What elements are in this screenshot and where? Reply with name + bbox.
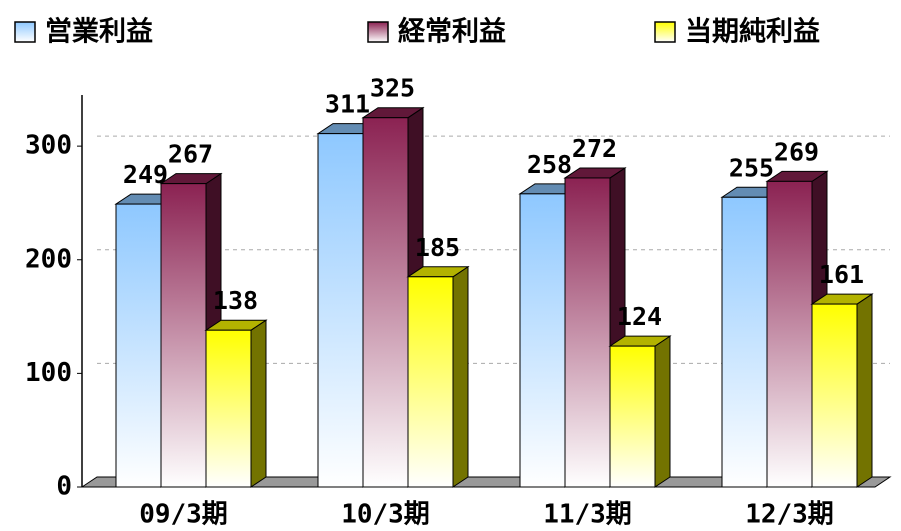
value-label: 255 — [729, 153, 774, 182]
value-label: 311 — [325, 90, 370, 119]
x-tick-label: 12/3期 — [745, 500, 834, 530]
bar — [160, 183, 207, 488]
bar — [317, 133, 364, 488]
value-label: 161 — [819, 260, 864, 289]
bar — [564, 177, 611, 488]
bar-side — [654, 335, 671, 488]
bar — [362, 117, 409, 488]
x-tick-label: 11/3期 — [543, 500, 632, 530]
value-label: 185 — [415, 233, 460, 262]
value-label: 258 — [527, 150, 572, 179]
bar-side — [452, 265, 469, 488]
y-tick-label: 200 — [25, 244, 72, 274]
value-label: 272 — [572, 134, 617, 163]
bar — [721, 196, 768, 488]
bar — [519, 193, 566, 488]
y-tick-label: 300 — [25, 131, 72, 161]
bar — [766, 180, 813, 488]
bar — [205, 329, 252, 488]
y-tick-label: 0 — [56, 472, 72, 502]
value-label: 269 — [774, 137, 819, 166]
bar — [609, 345, 656, 488]
legend-swatch — [367, 21, 389, 43]
legend-swatch — [654, 21, 676, 43]
legend-label: 営業利益 — [45, 16, 153, 48]
bar-side — [856, 293, 873, 488]
bar-side — [250, 319, 267, 488]
y-tick-label: 100 — [25, 358, 72, 388]
legend-label: 経常利益 — [398, 16, 506, 48]
x-tick-label: 10/3期 — [341, 500, 430, 530]
value-label: 325 — [370, 74, 415, 103]
value-label: 138 — [213, 286, 258, 315]
legend-swatch — [14, 21, 36, 43]
x-tick-label: 09/3期 — [139, 500, 228, 530]
value-label: 124 — [617, 302, 662, 331]
value-label: 267 — [168, 140, 213, 169]
bar — [407, 276, 454, 488]
bar — [115, 203, 162, 488]
bar — [811, 303, 858, 488]
legend-label: 当期純利益 — [685, 16, 820, 48]
